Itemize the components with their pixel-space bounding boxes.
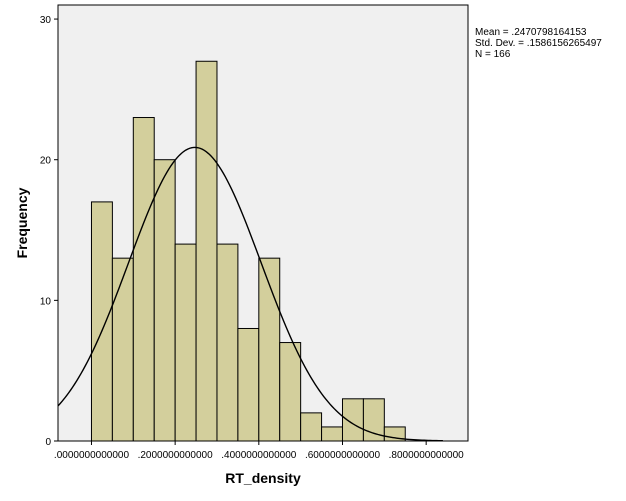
histogram-bar-2 (111, 257, 134, 442)
y-tick-label: 10 (40, 296, 52, 307)
histogram-bar-5 (174, 243, 197, 442)
y-axis-ticks: 0 10 20 30 (40, 15, 58, 448)
x-axis-ticks: .0000000000000 .2000000000000 .40000000000… (54, 441, 464, 461)
histogram-bar-10 (279, 342, 302, 442)
stats-std-dev: Std. Dev. = .1586156265497 (475, 38, 602, 49)
histogram-bar-12 (321, 426, 343, 442)
stats-legend: Mean = .2470798164153 Std. Dev. = .15861… (475, 27, 602, 60)
histogram-bar-13 (341, 398, 364, 442)
y-tick-label: 20 (40, 156, 52, 167)
x-tick-label: .2000000000000 (138, 450, 214, 461)
histogram-bar-6 (195, 60, 218, 442)
histogram-bar-3 (132, 117, 155, 442)
x-tick-label: .0000000000000 (54, 450, 130, 461)
x-tick-label: .6000000000000 (305, 450, 381, 461)
stats-mean: Mean = .2470798164153 (475, 27, 587, 38)
y-axis-title: Frequency (14, 187, 30, 258)
histogram-bar-7 (216, 243, 239, 442)
y-tick-label: 30 (40, 15, 52, 26)
x-axis-title: RT_density (225, 470, 301, 486)
y-tick-label: 0 (45, 437, 51, 448)
x-tick-label: .8000000000000 (389, 450, 465, 461)
stats-n: N = 166 (475, 49, 511, 60)
histogram-bar-1 (90, 201, 113, 442)
x-tick-label: .4000000000000 (221, 450, 297, 461)
histogram-bar-4 (153, 159, 176, 442)
histogram-bar-11 (300, 412, 323, 442)
normal-curve (57, 146, 443, 442)
histogram-bar-8 (237, 327, 260, 442)
